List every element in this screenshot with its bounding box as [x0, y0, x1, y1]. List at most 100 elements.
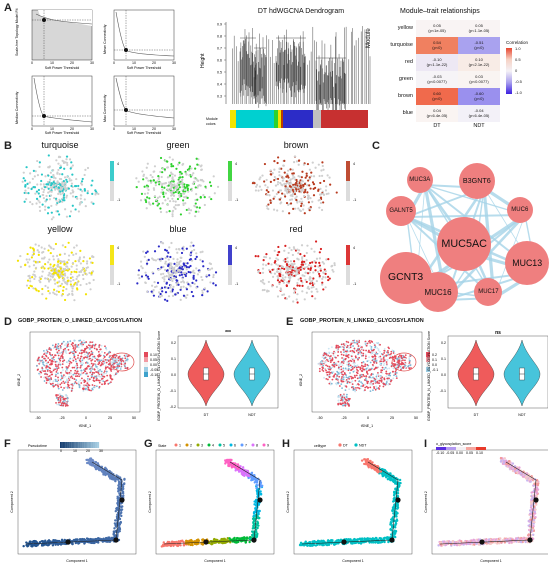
colorbar-low-label: -1 — [353, 198, 356, 202]
violin-y-tick: 0.2 — [171, 341, 176, 345]
cell-point — [57, 290, 61, 293]
cell-point — [289, 188, 293, 191]
cell-point — [318, 264, 322, 267]
tsne-point — [343, 385, 346, 387]
pseudotime-colorbar-step — [88, 442, 90, 448]
cell-point — [290, 267, 293, 270]
cell-point — [322, 192, 325, 195]
cell-point — [176, 264, 179, 267]
cell-point — [161, 257, 164, 261]
cell-point — [199, 251, 202, 254]
cell-point — [157, 174, 160, 178]
tsne-point — [90, 346, 92, 349]
tsne-point — [64, 399, 66, 402]
cell-point — [289, 202, 293, 205]
tsne-point — [69, 340, 72, 343]
cell-point — [142, 173, 146, 176]
cell-point — [67, 187, 70, 190]
cell-point — [289, 260, 293, 263]
tsne-point — [86, 352, 89, 354]
cell-point — [185, 247, 188, 250]
cell-point — [305, 291, 308, 294]
tsne-point — [357, 369, 359, 372]
tsne-point — [58, 347, 61, 350]
tsne-point — [108, 367, 111, 370]
cell-point — [314, 297, 317, 300]
cell-point — [194, 167, 197, 170]
feature-plot: 4-1 — [21, 154, 120, 221]
cell-point — [265, 178, 268, 182]
cell-point — [35, 202, 38, 205]
cell-point — [263, 180, 266, 183]
cell-point — [181, 280, 185, 283]
cell-point — [73, 270, 76, 273]
tsne-point — [385, 364, 388, 367]
cell-point — [67, 258, 70, 262]
tsne-point — [59, 378, 62, 381]
cell-point — [30, 187, 33, 191]
tsne-point — [378, 382, 381, 385]
violin-group-label: DT — [474, 413, 480, 417]
tsne-point — [357, 366, 360, 368]
cell-point — [166, 176, 169, 179]
cell-point — [199, 258, 202, 261]
tsne-point — [400, 366, 402, 369]
tsne-point — [95, 376, 98, 379]
tsne-point — [368, 339, 371, 342]
cell-point — [318, 193, 322, 196]
tsne-point — [364, 353, 367, 356]
tsne-point — [361, 348, 364, 350]
cell-point — [199, 178, 202, 182]
tsne-point — [350, 368, 353, 371]
cell-point — [201, 250, 204, 253]
tsne-point — [328, 376, 331, 378]
tsne-point — [96, 358, 99, 361]
tsne-point — [54, 343, 57, 346]
cell-point — [195, 279, 198, 282]
y-tick-label: 0.7 — [217, 47, 222, 51]
cell-point — [300, 261, 304, 264]
cell-point — [307, 264, 311, 267]
heatmap-cell-value: 0.04 — [433, 108, 441, 113]
tsne-point — [408, 358, 411, 361]
cell-point — [307, 285, 310, 288]
tsne-point — [352, 362, 355, 365]
cell-point — [190, 167, 193, 170]
cell-point — [263, 162, 267, 166]
tsne-point — [370, 380, 373, 382]
cell-point — [54, 271, 57, 275]
tsne-point — [63, 402, 66, 405]
cell-point — [295, 160, 299, 163]
tsne-point — [57, 385, 60, 388]
pseudotime-legend-tick: 20 — [86, 449, 90, 453]
cell-point — [328, 176, 331, 179]
cell-point — [189, 209, 193, 212]
tsne-point — [365, 368, 367, 370]
network-node-label: B3GNT6 — [462, 176, 491, 186]
tsne-point — [97, 370, 100, 372]
cell-point — [46, 180, 50, 184]
tsne-point — [73, 378, 76, 380]
tsne-point — [341, 375, 343, 378]
tsne-point — [78, 385, 81, 387]
tsne-point — [342, 376, 345, 379]
correlation-legend-title: Correlation — [506, 40, 529, 45]
module-trait-heatmap: yellow 0.05 (p<1e-05) 0.05 (p<1.1e-05) turquo… — [370, 18, 550, 138]
tsne-point — [328, 371, 331, 373]
cell-point — [162, 272, 165, 275]
x-tick-label: 0 — [31, 127, 33, 131]
tsne-point — [58, 358, 61, 361]
tsne-point — [372, 389, 374, 392]
colorbar-low-label: -1 — [117, 198, 120, 202]
tsne-point — [112, 366, 115, 369]
cell-point — [300, 244, 304, 247]
tsne-point — [65, 401, 67, 404]
cell-point — [194, 205, 197, 208]
cell-point — [183, 264, 186, 267]
feature-plot: 4-1 — [136, 240, 238, 302]
cell-point — [137, 269, 140, 272]
tsne-point — [388, 372, 391, 375]
tsne-point — [64, 386, 67, 389]
tsne-point — [393, 360, 396, 363]
cell-point — [251, 182, 255, 185]
